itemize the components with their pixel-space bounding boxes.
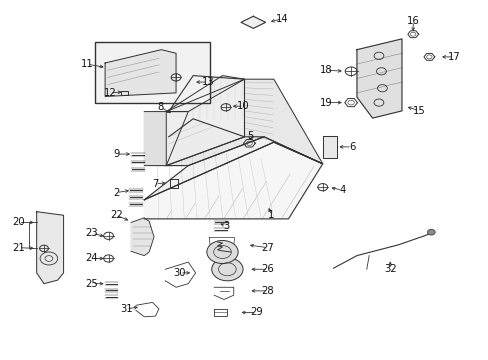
Circle shape — [206, 240, 238, 264]
Text: 23: 23 — [85, 228, 98, 238]
Text: 32: 32 — [383, 264, 396, 274]
Text: 18: 18 — [320, 65, 332, 75]
Polygon shape — [144, 137, 322, 200]
Text: 3: 3 — [223, 221, 228, 231]
Text: 20: 20 — [12, 217, 25, 228]
Text: 13: 13 — [201, 77, 214, 87]
Bar — [95, 42, 210, 103]
Text: 29: 29 — [250, 307, 263, 318]
Bar — [121, 91, 128, 95]
Polygon shape — [322, 136, 337, 158]
Text: 10: 10 — [237, 101, 249, 111]
Text: 16: 16 — [406, 16, 419, 26]
Text: 14: 14 — [276, 14, 288, 24]
Text: 5: 5 — [246, 131, 253, 141]
Polygon shape — [166, 76, 244, 112]
Text: 12: 12 — [103, 88, 116, 98]
Circle shape — [427, 229, 434, 235]
Polygon shape — [166, 137, 264, 166]
Text: 22: 22 — [110, 210, 122, 220]
Polygon shape — [356, 39, 401, 118]
Circle shape — [211, 258, 243, 281]
Polygon shape — [144, 112, 188, 166]
Text: 6: 6 — [348, 142, 355, 152]
Text: 4: 4 — [339, 185, 345, 195]
Text: 8: 8 — [157, 102, 163, 112]
Polygon shape — [244, 79, 322, 164]
Polygon shape — [241, 16, 265, 28]
Polygon shape — [131, 218, 154, 256]
Polygon shape — [168, 76, 244, 137]
Polygon shape — [105, 50, 176, 96]
Text: 7: 7 — [152, 179, 159, 189]
Polygon shape — [144, 142, 322, 219]
Text: 26: 26 — [261, 264, 274, 274]
Text: 1: 1 — [267, 210, 274, 220]
Text: 31: 31 — [120, 304, 132, 314]
Text: 25: 25 — [85, 279, 98, 289]
Polygon shape — [166, 79, 244, 166]
Text: 30: 30 — [173, 268, 186, 278]
Text: 19: 19 — [320, 98, 332, 108]
Text: 9: 9 — [113, 149, 120, 159]
Text: 28: 28 — [261, 286, 274, 296]
Text: 17: 17 — [447, 52, 459, 62]
Text: 2: 2 — [113, 188, 120, 198]
Text: 27: 27 — [261, 243, 274, 253]
Text: 24: 24 — [85, 253, 98, 264]
Text: 11: 11 — [81, 59, 93, 69]
Text: 21: 21 — [12, 243, 25, 253]
Polygon shape — [37, 212, 63, 284]
Text: 15: 15 — [412, 106, 425, 116]
